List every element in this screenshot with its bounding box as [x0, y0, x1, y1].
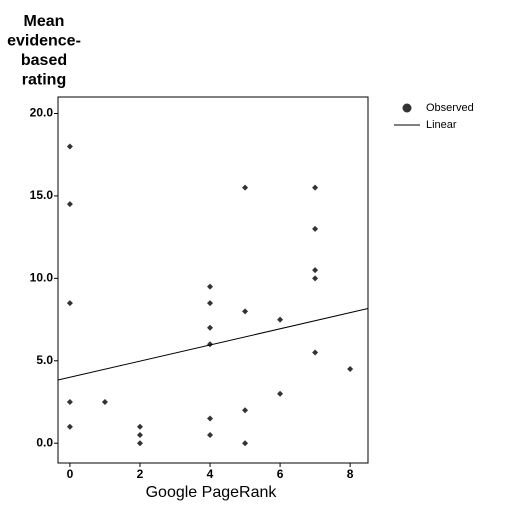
x-tick-label: 2 [137, 467, 144, 481]
x-tick-label: 4 [207, 467, 214, 481]
y-axis-label: rating [22, 72, 66, 89]
data-point [207, 300, 214, 307]
data-point [136, 440, 143, 447]
data-point [136, 423, 143, 430]
data-point [277, 316, 284, 323]
data-point [242, 440, 249, 447]
y-tick-label: 20.0 [30, 106, 54, 120]
data-point [312, 184, 319, 191]
data-point [312, 275, 319, 282]
data-point [207, 324, 214, 331]
data-point [312, 349, 319, 356]
fit-line [57, 308, 369, 381]
data-point [66, 143, 73, 150]
x-tick-label: 6 [277, 467, 284, 481]
x-axis-label: Google PageRank [146, 484, 278, 501]
data-point [207, 283, 214, 290]
y-tick-label: 0.0 [36, 435, 53, 449]
plot-frame [57, 96, 369, 464]
data-point [66, 399, 73, 405]
data-point [242, 407, 249, 414]
legend-marker [402, 103, 412, 113]
y-axis-label: evidence- [7, 33, 81, 50]
x-tick-label: 0 [67, 467, 74, 481]
data-point [66, 423, 73, 430]
data-point [207, 415, 214, 422]
legend-label: Observed [426, 102, 474, 114]
y-tick-label: 15.0 [30, 188, 54, 202]
y-tick-label: 5.0 [36, 353, 53, 367]
data-point [66, 201, 73, 208]
y-axis-label: based [21, 52, 67, 69]
data-point [136, 431, 143, 438]
x-tick-label: 8 [347, 467, 354, 481]
data-point [242, 308, 249, 315]
data-point [277, 390, 284, 397]
data-point [312, 267, 319, 274]
data-point [242, 184, 249, 191]
data-point [347, 366, 354, 373]
legend-label: Linear [426, 119, 457, 131]
data-point [312, 225, 319, 232]
data-point [101, 399, 108, 405]
data-point [66, 300, 73, 307]
y-axis-label: Mean [24, 13, 65, 30]
data-point [207, 431, 214, 438]
y-tick-label: 10.0 [30, 271, 54, 285]
